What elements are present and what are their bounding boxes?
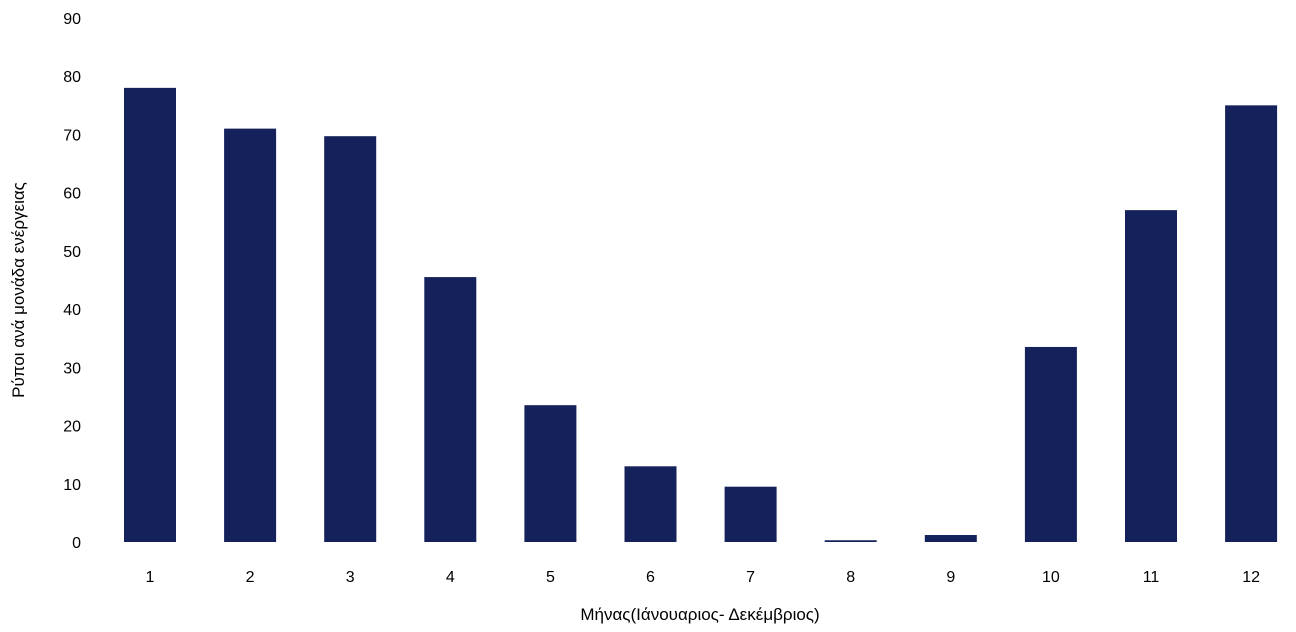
y-tick-label: 90 (63, 11, 81, 28)
y-tick-label: 10 (63, 477, 81, 494)
bar (1225, 105, 1278, 542)
x-tick-label: 4 (446, 569, 455, 586)
x-tick-label: 9 (946, 569, 955, 586)
bar (224, 128, 277, 542)
bar (824, 540, 877, 542)
x-tick-label: 6 (646, 569, 655, 586)
bar (524, 405, 577, 542)
bars (124, 87, 1278, 543)
y-tick-label: 0 (72, 535, 81, 552)
y-tick-label: 60 (63, 186, 81, 203)
x-tick-label: 5 (546, 569, 555, 586)
y-tick-label: 40 (63, 302, 81, 319)
y-tick-label: 50 (63, 244, 81, 261)
bar (124, 87, 176, 542)
y-tick-label: 70 (63, 127, 81, 144)
bar (924, 535, 977, 542)
y-tick-labels: 0 10 20 30 40 50 60 70 80 90 (63, 11, 81, 552)
x-tick-label: 10 (1042, 569, 1060, 586)
bar (424, 277, 477, 542)
bar (724, 486, 777, 542)
bar (1125, 210, 1177, 542)
bar (324, 136, 377, 543)
y-tick-label: 20 (63, 419, 81, 436)
x-tick-label: 11 (1143, 569, 1160, 586)
x-tick-labels: 1 2 3 4 5 6 7 8 9 10 11 12 (146, 569, 1261, 586)
bar (1024, 346, 1077, 542)
x-tick-label: 2 (246, 569, 255, 586)
x-tick-label: 3 (346, 569, 355, 586)
x-tick-label: 7 (746, 569, 755, 586)
x-tick-label: 12 (1242, 569, 1260, 586)
y-tick-label: 30 (63, 360, 81, 377)
x-tick-label: 8 (846, 569, 855, 586)
y-axis-title: Ρύποι ανά μονάδα ενέργειας (9, 182, 28, 398)
y-tick-label: 80 (63, 69, 81, 86)
bar (624, 466, 677, 542)
x-tick-label: 1 (146, 569, 155, 586)
x-axis-title: Μήνας(Ιάνουαριος- Δεκέμβριος) (580, 605, 819, 624)
